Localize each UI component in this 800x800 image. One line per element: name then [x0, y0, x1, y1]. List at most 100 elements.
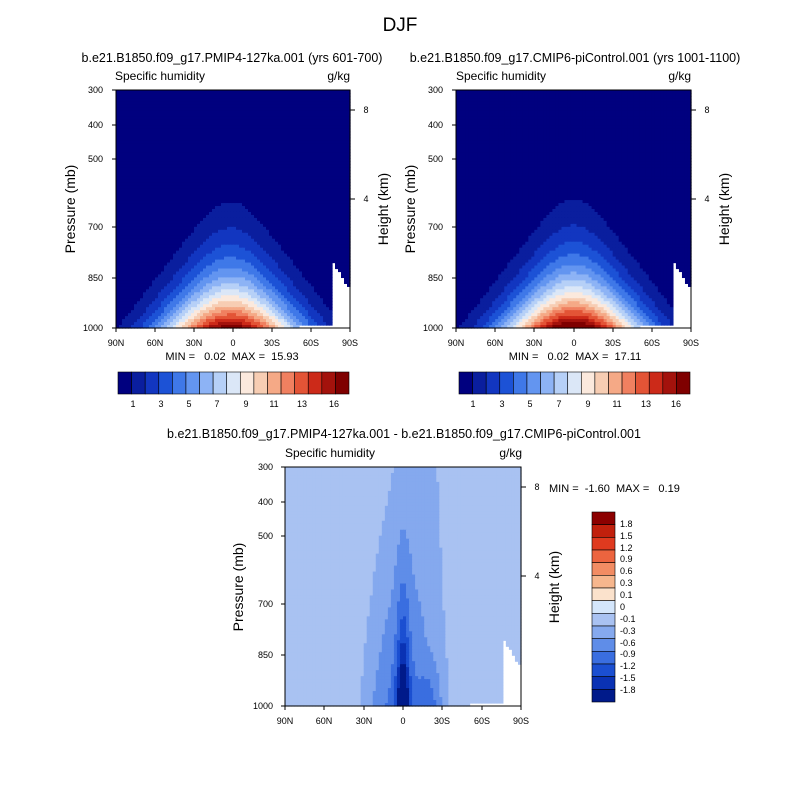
- contour-cell: [290, 200, 294, 204]
- contour-cell: [158, 217, 162, 222]
- contour-cell: [296, 116, 300, 121]
- contour-cell: [293, 232, 297, 237]
- contour-cell: [170, 170, 174, 174]
- contour-cell: [131, 200, 135, 204]
- contour-cell: [233, 155, 237, 160]
- contour-cell: [236, 185, 240, 189]
- contour-cell: [329, 229, 333, 234]
- contour-cell: [119, 262, 123, 267]
- contour-cell: [260, 194, 264, 198]
- contour-cell: [305, 92, 309, 97]
- contour-cell: [137, 113, 141, 118]
- contour-cell: [197, 229, 201, 234]
- contour-cell: [317, 194, 321, 198]
- contour-cell: [290, 110, 294, 115]
- contour-cell: [335, 259, 339, 264]
- contour-cell: [257, 265, 261, 270]
- contour-cell: [119, 274, 123, 279]
- contour-cell: [329, 167, 333, 171]
- contour-cell: [122, 170, 126, 174]
- contour-cell: [185, 223, 189, 228]
- contour-cell: [305, 164, 309, 168]
- contour-cell: [260, 90, 264, 94]
- contour-cell: [227, 262, 231, 267]
- contour-cell: [317, 191, 321, 195]
- contour-cell: [182, 241, 186, 246]
- contour-cell: [338, 214, 342, 219]
- contour-cell: [344, 140, 348, 145]
- contour-cell: [203, 170, 207, 174]
- contour-cell: [320, 206, 324, 210]
- contour-cell: [155, 167, 159, 171]
- contour-cell: [254, 214, 258, 219]
- contour-cell: [263, 176, 267, 180]
- contour-cell: [203, 125, 207, 130]
- contour-cell: [269, 173, 273, 177]
- contour-cell: [344, 149, 348, 154]
- contour-cell: [347, 203, 351, 207]
- contour-cell: [227, 170, 231, 174]
- contour-cell: [269, 131, 273, 136]
- contour-cell: [344, 203, 348, 207]
- contour-cell: [296, 119, 300, 124]
- contour-cell: [179, 107, 183, 112]
- contour-cell: [131, 226, 135, 231]
- contour-cell: [176, 185, 180, 189]
- contour-cell: [248, 271, 252, 276]
- contour-cell: [320, 253, 324, 258]
- contour-cell: [326, 92, 330, 97]
- contour-cell: [173, 164, 177, 168]
- contour-cell: [212, 146, 216, 151]
- contour-cell: [299, 119, 303, 124]
- contour-cell: [149, 116, 153, 121]
- contour-cell: [224, 203, 228, 207]
- contour-cell: [209, 155, 213, 160]
- contour-cell: [239, 149, 243, 154]
- contour-cell: [209, 259, 213, 264]
- contour-cell: [173, 137, 177, 142]
- contour-cell: [194, 158, 198, 163]
- contour-cell: [125, 197, 129, 201]
- contour-cell: [224, 268, 228, 273]
- contour-cell: [191, 238, 195, 243]
- contour-cell: [188, 134, 192, 139]
- contour-cell: [281, 220, 285, 225]
- contour-cell: [302, 176, 306, 180]
- contour-cell: [326, 182, 330, 186]
- contour-cell: [287, 200, 291, 204]
- contour-cell: [218, 235, 222, 240]
- contour-cell: [224, 200, 228, 204]
- contour-cell: [245, 128, 249, 133]
- contour-cell: [332, 256, 336, 261]
- contour-cell: [227, 220, 231, 225]
- contour-cell: [173, 158, 177, 163]
- contour-cell: [140, 137, 144, 142]
- contour-cell: [182, 188, 186, 192]
- contour-cell: [197, 176, 201, 180]
- contour-cell: [131, 90, 135, 94]
- contour-cell: [227, 110, 231, 115]
- contour-cell: [227, 119, 231, 124]
- contour-cell: [227, 223, 231, 228]
- contour-cell: [272, 149, 276, 154]
- contour-cell: [299, 134, 303, 139]
- contour-cell: [332, 223, 336, 228]
- contour-cell: [197, 182, 201, 186]
- contour-cell: [197, 265, 201, 270]
- contour-cell: [269, 167, 273, 171]
- contour-cell: [131, 125, 135, 130]
- contour-cell: [125, 262, 129, 267]
- contour-cell: [278, 209, 282, 213]
- contour-cell: [116, 277, 120, 282]
- contour-cell: [179, 119, 183, 124]
- contour-cell: [209, 149, 213, 154]
- contour-cell: [176, 119, 180, 124]
- contour-cell: [251, 277, 255, 282]
- contour-cell: [146, 152, 150, 157]
- contour-cell: [164, 110, 168, 115]
- contour-cell: [302, 104, 306, 109]
- contour-cell: [167, 229, 171, 234]
- contour-cell: [137, 271, 141, 276]
- contour-cell: [308, 206, 312, 210]
- contour-cell: [290, 173, 294, 177]
